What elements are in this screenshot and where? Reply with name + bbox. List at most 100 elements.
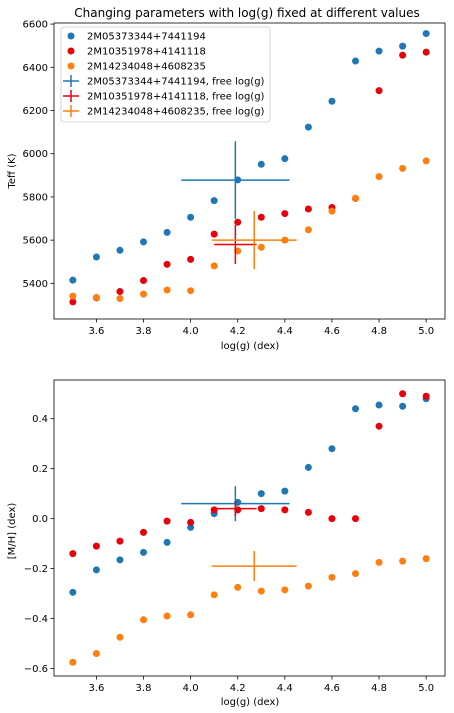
y-tick-label: 5600: [23, 236, 48, 247]
y-tick-label: 6400: [23, 63, 48, 74]
data-point-red: [257, 213, 265, 221]
metallicity-plot: log(g) (dex) [M/H] (dex) 3.6 3.8 4.0 4.2 4.4…: [7, 379, 446, 708]
data-point-blue: [210, 197, 218, 205]
data-point-red: [304, 508, 312, 516]
data-point-red: [140, 277, 148, 285]
legend-label: 2M05373344+7441194, free log(g): [87, 77, 265, 88]
data-point-red: [234, 218, 242, 226]
data-point-orange: [257, 243, 265, 251]
metallicity-plot-ticks: 3.6 3.8 4.0 4.2 4.4 4.6 4.8 5.0 −0.6 −0.4 −0.2 0.0 0…: [24, 414, 434, 694]
x-tick-label: 5.0: [418, 683, 434, 694]
teff-plot-xlabel: log(g) (dex): [221, 341, 280, 352]
teff-plot-ticks: 3.6 3.8 4.0 4.2 4.4 4.6 4.8 5.0 5400 5600 5800 6000…: [23, 20, 435, 337]
legend-box: [60, 26, 271, 123]
data-point-red: [210, 230, 218, 238]
metallicity-plot-marks: [69, 390, 430, 666]
data-point-orange: [92, 293, 100, 301]
data-point-blue: [422, 30, 430, 38]
y-tick-label: 0.2: [32, 464, 48, 475]
y-tick-label: 6200: [23, 106, 48, 117]
data-point-blue: [92, 253, 100, 261]
data-point-blue: [375, 47, 383, 55]
data-point-blue: [140, 548, 148, 556]
data-point-blue: [328, 445, 336, 453]
data-point-orange: [116, 294, 124, 302]
data-point-blue: [92, 566, 100, 574]
x-tick-label: 5.0: [418, 326, 434, 337]
data-point-blue: [281, 487, 289, 495]
data-point-orange: [375, 558, 383, 566]
data-point-orange: [281, 586, 289, 594]
data-point-red: [257, 505, 265, 513]
data-point-blue: [257, 160, 265, 168]
data-point-orange: [328, 207, 336, 215]
data-point-orange: [304, 226, 312, 234]
legend-marker-orange: [67, 62, 75, 70]
metallicity-plot-ylabel: [M/H] (dex): [7, 503, 18, 560]
data-point-red: [187, 255, 195, 263]
legend-marker-blue: [67, 32, 75, 40]
x-tick-label: 4.6: [324, 683, 340, 694]
data-point-orange: [328, 573, 336, 581]
y-tick-label: −0.4: [24, 614, 48, 625]
teff-plot-ylabel: Teff (K): [7, 153, 18, 189]
data-point-orange: [210, 262, 218, 270]
teff-plot-title: Changing parameters with log(g) fixed at…: [74, 6, 420, 20]
x-tick-label: 4.4: [277, 683, 293, 694]
x-tick-label: 3.8: [136, 326, 152, 337]
y-tick-label: 0.0: [32, 514, 48, 525]
data-point-blue: [187, 523, 195, 531]
x-tick-label: 4.4: [277, 326, 293, 337]
data-point-red: [281, 506, 289, 514]
x-tick-label: 3.6: [88, 326, 104, 337]
x-tick-label: 4.2: [230, 326, 246, 337]
legend-label: 2M10351978+4141118: [87, 47, 206, 58]
data-point-orange: [399, 164, 407, 172]
data-point-red: [328, 515, 336, 523]
data-point-orange: [304, 582, 312, 590]
data-point-blue: [69, 276, 77, 284]
data-point-blue: [399, 42, 407, 50]
data-point-red: [69, 298, 77, 306]
data-point-blue: [257, 490, 265, 498]
data-point-blue: [304, 463, 312, 471]
data-point-red: [69, 550, 77, 558]
y-tick-label: 0.4: [32, 414, 48, 425]
data-point-red: [422, 48, 430, 56]
data-point-red: [399, 390, 407, 398]
legend-label: 2M05373344+7441194: [87, 32, 206, 43]
y-tick-label: −0.6: [24, 664, 48, 675]
data-point-red: [92, 542, 100, 550]
data-point-blue: [163, 228, 171, 236]
teff-plot-marks: [69, 30, 430, 306]
teff-plot-frame: [53, 22, 446, 320]
data-point-orange: [116, 633, 124, 641]
y-tick-label: 5800: [23, 192, 48, 203]
legend-entry: 2M10351978+4141118: [67, 47, 206, 58]
data-point-orange: [351, 194, 359, 202]
data-point-red: [375, 87, 383, 95]
data-point-orange: [399, 557, 407, 565]
data-point-orange: [69, 292, 77, 300]
data-point-orange: [257, 587, 265, 595]
data-point-orange: [163, 612, 171, 620]
legend-label: 2M10351978+4141118, free log(g): [87, 92, 265, 103]
data-point-blue: [304, 123, 312, 131]
x-tick-label: 4.0: [183, 683, 199, 694]
legend-entry: 2M14234048+4608235, free log(g): [63, 105, 265, 118]
data-point-blue: [351, 57, 359, 65]
legend-label: 2M14234048+4608235, free log(g): [87, 107, 265, 118]
data-point-red: [281, 210, 289, 218]
x-tick-label: 4.8: [371, 326, 387, 337]
y-tick-label: −0.2: [24, 564, 48, 575]
data-point-red: [116, 288, 124, 296]
x-tick-label: 3.6: [88, 683, 104, 694]
x-tick-label: 4.6: [324, 326, 340, 337]
legend-entry: 2M14234048+4608235: [67, 62, 206, 73]
legend: 2M05373344+7441194 2M10351978+4141118 2M…: [60, 26, 271, 123]
data-point-blue: [281, 155, 289, 163]
data-point-orange: [92, 650, 100, 658]
data-point-red: [422, 392, 430, 400]
y-tick-label: 5400: [23, 279, 48, 290]
